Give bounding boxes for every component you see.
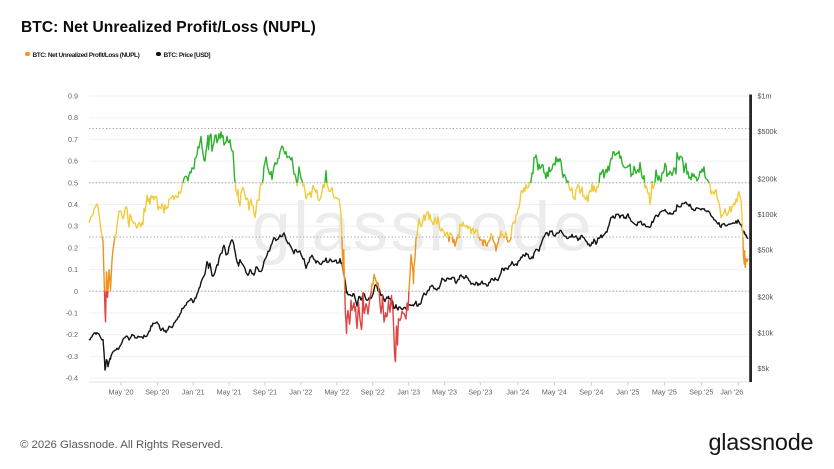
svg-text:0.4: 0.4 <box>68 200 78 209</box>
svg-text:Jan '26: Jan '26 <box>720 388 743 397</box>
svg-text:Jan '24: Jan '24 <box>506 388 529 397</box>
svg-text:0.5: 0.5 <box>68 178 78 187</box>
svg-text:0.3: 0.3 <box>68 222 78 231</box>
svg-text:Sep '24: Sep '24 <box>579 388 603 397</box>
svg-text:-0.4: -0.4 <box>66 374 78 383</box>
svg-text:May '22: May '22 <box>324 388 349 397</box>
svg-text:$10k: $10k <box>758 328 774 337</box>
svg-text:May '20: May '20 <box>109 388 134 397</box>
svg-text:May '24: May '24 <box>542 388 567 397</box>
svg-text:0.1: 0.1 <box>68 265 78 274</box>
svg-text:$200k: $200k <box>758 174 778 183</box>
svg-text:$100k: $100k <box>758 210 778 219</box>
svg-text:May '21: May '21 <box>217 388 242 397</box>
svg-text:$5k: $5k <box>758 364 770 373</box>
svg-text:Sep '21: Sep '21 <box>253 388 277 397</box>
svg-text:Sep '25: Sep '25 <box>689 388 713 397</box>
svg-text:$20k: $20k <box>758 293 774 302</box>
svg-text:0.9: 0.9 <box>68 92 78 101</box>
svg-text:Jan '23: Jan '23 <box>397 388 420 397</box>
svg-text:0.2: 0.2 <box>68 243 78 252</box>
svg-text:May '23: May '23 <box>432 388 457 397</box>
svg-text:Jan '21: Jan '21 <box>182 388 205 397</box>
svg-text:-0.1: -0.1 <box>66 309 78 318</box>
svg-text:$50k: $50k <box>758 246 774 255</box>
svg-text:glassnode: glassnode <box>252 188 595 266</box>
svg-text:0.8: 0.8 <box>68 113 78 122</box>
svg-text:-0.2: -0.2 <box>66 330 78 339</box>
svg-text:0.6: 0.6 <box>68 157 78 166</box>
svg-text:-0.3: -0.3 <box>66 352 78 361</box>
svg-text:May '25: May '25 <box>652 388 677 397</box>
svg-text:Sep '22: Sep '22 <box>361 388 385 397</box>
svg-text:Sep '23: Sep '23 <box>468 388 492 397</box>
svg-text:0: 0 <box>74 287 78 296</box>
svg-text:Sep '20: Sep '20 <box>145 388 169 397</box>
svg-text:0.7: 0.7 <box>68 135 78 144</box>
svg-text:$1m: $1m <box>758 92 772 101</box>
svg-text:$500k: $500k <box>758 127 778 136</box>
svg-text:Jan '25: Jan '25 <box>616 388 639 397</box>
svg-text:Jan '22: Jan '22 <box>289 388 312 397</box>
